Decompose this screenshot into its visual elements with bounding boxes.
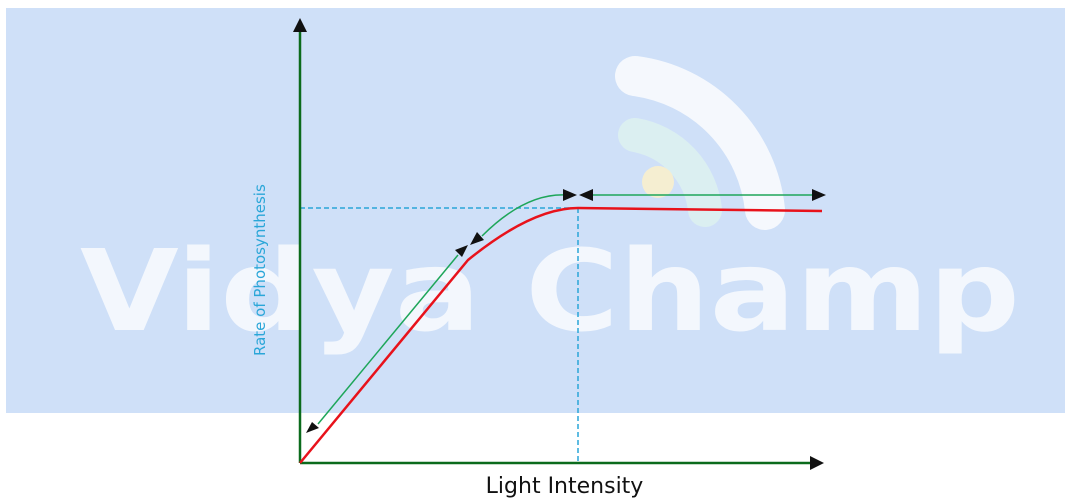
plateau-phase-arrowhead-start: [579, 189, 593, 201]
watermark-background: [6, 8, 1065, 413]
transition-phase-arrow: [481, 194, 567, 237]
y-axis-arrowhead: [293, 18, 307, 32]
x-axis-label-row: Light Intensity: [0, 474, 1071, 499]
watermark-signal-icon: [615, 56, 785, 230]
transition-phase-arrowhead-start: [470, 232, 484, 245]
watermark-text: Vidya Champ: [80, 227, 1020, 357]
y-axis-label: Rate of Photosynthesis: [251, 184, 269, 356]
linear-phase-arrowhead-start: [306, 422, 319, 433]
x-axis-label: Light Intensity: [485, 474, 644, 499]
plateau-phase-arrowhead-end: [812, 189, 826, 201]
transition-phase-arrowhead-end: [563, 189, 577, 201]
photosynthesis-rate-curve: [299, 206, 823, 464]
limiting-factor-annotations: [306, 189, 826, 433]
linear-phase-arrow: [317, 254, 459, 425]
x-axis-arrowhead: [810, 456, 824, 470]
linear-phase-arrowhead-end: [455, 245, 468, 257]
